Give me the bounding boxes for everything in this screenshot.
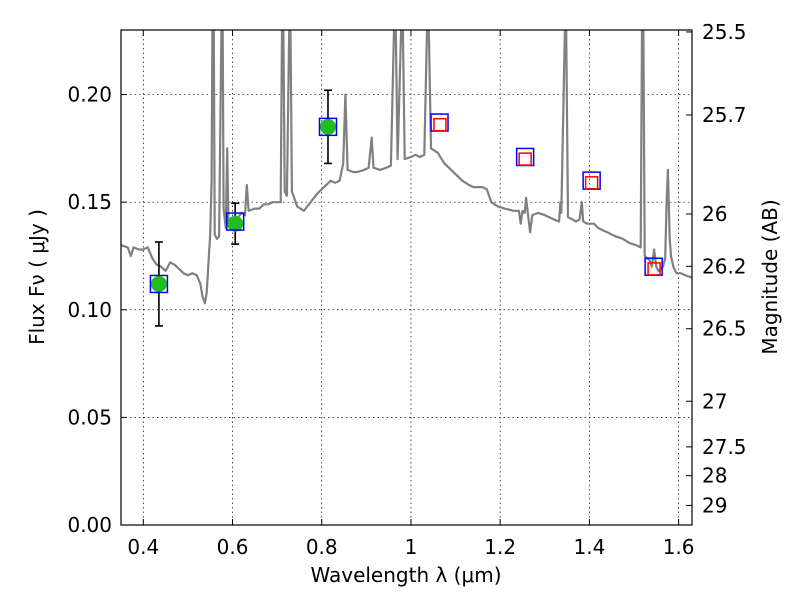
- right-y-tick-label: 26.2: [702, 254, 747, 278]
- right-y-tick-label: 26.5: [702, 317, 747, 341]
- y-tick-label: 0.15: [67, 190, 112, 214]
- x-tick-label: 0.6: [217, 535, 249, 559]
- model-flux-square: [225, 212, 245, 231]
- axis-ticks: 0.4 0.6 0.8 1 1.2 1.4 1.6 0.00 0.05 0.10 0.15 0.20 2…: [67, 20, 746, 559]
- x-tick-label: 1.2: [484, 535, 516, 559]
- right-y-tick-label: 26: [702, 202, 727, 226]
- x-tick-label: 0.8: [306, 535, 338, 559]
- x-tick-label: 1.6: [663, 535, 695, 559]
- predicted-flux-square: [584, 176, 599, 190]
- plot-markers: [149, 89, 663, 327]
- right-y-tick-label: 25.5: [702, 20, 747, 44]
- right-y-tick-label: 27: [702, 389, 727, 413]
- plot-background: [121, 30, 692, 525]
- photometry-point: [319, 118, 336, 135]
- y-axis-title: Flux Fν ( μJy ): [25, 209, 49, 345]
- right-y-tick-label: 25.7: [702, 103, 747, 127]
- x-axis-title: Wavelength λ (μm): [310, 563, 501, 587]
- plot-frame: [120, 29, 693, 526]
- photometry-point: [150, 275, 167, 292]
- predicted-flux-square: [647, 262, 661, 276]
- right-y-tick-label: 29: [702, 493, 727, 517]
- right-y-axis-title: Magnitude (AB): [758, 199, 782, 354]
- predicted-flux-square: [433, 117, 447, 132]
- predicted-flux-square: [518, 152, 532, 166]
- x-tick-label: 1.4: [573, 535, 605, 559]
- y-tick-label: 0.20: [67, 83, 112, 107]
- model-flux-square: [318, 117, 338, 137]
- y-tick-label: 0.05: [67, 405, 112, 429]
- y-tick-label: 0.00: [67, 513, 112, 537]
- x-tick-label: 0.4: [127, 535, 159, 559]
- model-flux-square: [149, 274, 169, 294]
- x-tick-label: 1: [405, 535, 418, 559]
- y-tick-label: 0.10: [67, 298, 112, 322]
- spectrum-line: [121, 30, 692, 305]
- right-y-tick-label: 27.5: [702, 435, 747, 459]
- photometry-point: [227, 215, 244, 232]
- right-y-tick-label: 28: [702, 464, 727, 488]
- plot-data: [121, 30, 692, 305]
